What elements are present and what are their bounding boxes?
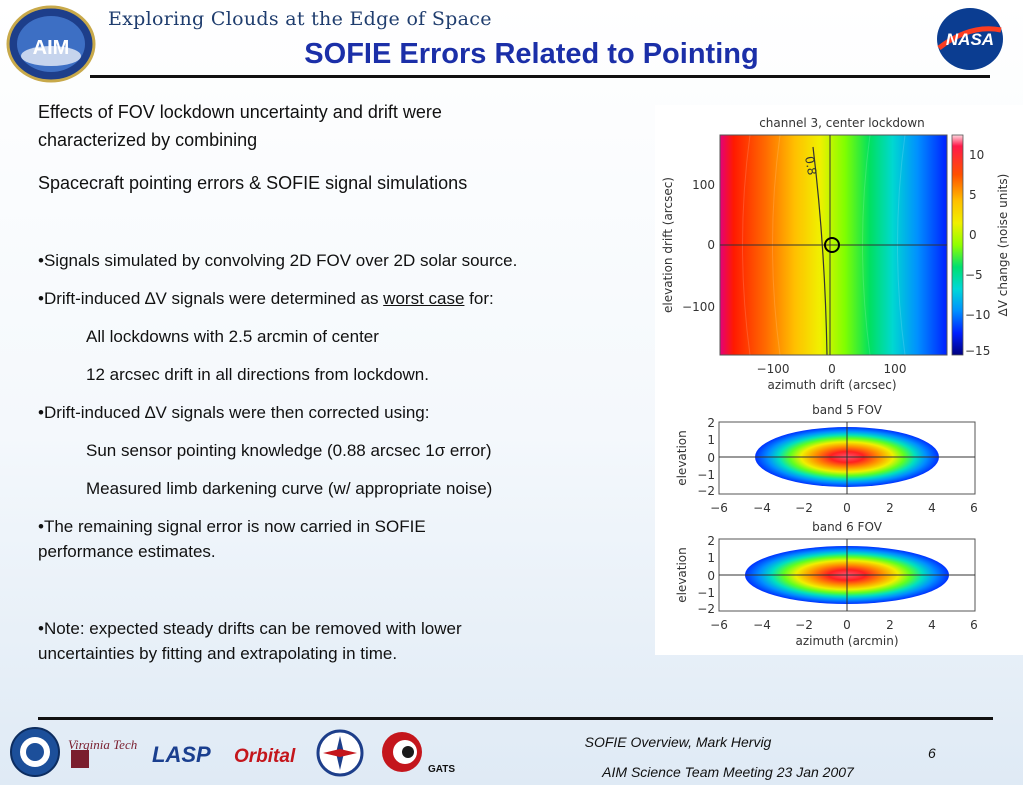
top-plot-title: channel 3, center lockdown	[759, 116, 925, 130]
band5-y-tick: 1	[707, 433, 715, 447]
footer-presenter: SOFIE Overview, Mark Hervig	[584, 734, 772, 750]
bullet-remaining-error-1: •The remaining signal error is now carri…	[38, 517, 426, 536]
band6-y-label: elevation	[675, 547, 689, 603]
top-y-label: elevation drift (arcsec)	[661, 177, 675, 313]
bullet-remaining-error-2: performance estimates.	[38, 542, 216, 561]
band5-x-tick: 6	[970, 501, 978, 515]
top-divider	[90, 75, 990, 78]
intro-line-3: Spacecraft pointing errors & SOFIE signa…	[38, 173, 468, 193]
page-title: SOFIE Errors Related to Pointing	[304, 38, 759, 70]
svg-text:Virginia Tech: Virginia Tech	[68, 738, 137, 752]
bottom-divider	[38, 717, 993, 720]
contour-label: 0.8	[802, 155, 819, 176]
gats-logo: GATS	[382, 732, 455, 775]
lockdown-marker	[824, 237, 840, 253]
band5-x-tick: −6	[710, 501, 728, 515]
svg-text:NASA: NASA	[946, 30, 994, 49]
band5-y-tick: 0	[707, 451, 715, 465]
aim-logo: AIM	[6, 4, 96, 84]
band5-x-tick: −2	[795, 501, 813, 515]
band5-x-tick: 2	[886, 501, 894, 515]
svg-text:LASP: LASP	[152, 742, 211, 766]
bullet-text: •Drift-induced ∆V signals were determine…	[38, 289, 384, 308]
svg-text:GATS: GATS	[428, 764, 455, 775]
bullet-drift-worst-case: •Drift-induced ∆V signals were determine…	[38, 288, 494, 310]
top-y-tick: −100	[682, 300, 715, 314]
band6-x-tick: −2	[795, 618, 813, 632]
band6-x-tick: 2	[886, 618, 894, 632]
sub-bullet-sun-sensor: Sun sensor pointing knowledge (0.88 arcs…	[86, 441, 492, 460]
band6-y-tick: −1	[697, 586, 715, 600]
band5-x-tick: −4	[753, 501, 771, 515]
bullet-signals: •Signals simulated by convolving 2D FOV …	[38, 251, 518, 270]
top-x-label: azimuth drift (arcsec)	[767, 378, 896, 392]
top-x-tick: −100	[757, 362, 790, 376]
band6-x-label: azimuth (arcmin)	[795, 634, 898, 648]
band5-y-tick: −2	[697, 484, 715, 498]
top-y-tick: 0	[707, 238, 715, 252]
band5-y-tick: −1	[697, 468, 715, 482]
page-number: 6	[928, 745, 936, 761]
sub-bullet-drift: 12 arcsec drift in all directions from l…	[86, 365, 429, 384]
colorbar-tick: 0	[969, 228, 977, 242]
mission-patch-logo	[316, 729, 364, 777]
colorbar-tick: −5	[965, 268, 983, 282]
band6-x-tick: −4	[753, 618, 771, 632]
band6-y-tick: 2	[707, 534, 715, 548]
virginia-tech-logo: Virginia Tech	[68, 738, 137, 768]
band6-x-tick: 6	[970, 618, 978, 632]
contour-line	[812, 146, 828, 356]
sub-bullet-lockdowns: All lockdowns with 2.5 arcmin of center	[86, 327, 379, 346]
band5-x-tick: 4	[928, 501, 936, 515]
colorbar-tick: 5	[969, 188, 977, 202]
band6-x-tick: −6	[710, 618, 728, 632]
top-y-tick: 100	[692, 178, 715, 192]
band6-y-tick: 1	[707, 551, 715, 565]
bullet-note-2: uncertainties by fitting and extrapolati…	[38, 644, 398, 663]
bullet-note-1: •Note: expected steady drifts can be rem…	[38, 619, 462, 638]
colorbar-tick: −15	[965, 344, 990, 358]
sub-bullet-limb-darkening: Measured limb darkening curve (w/ approp…	[86, 479, 493, 498]
band5-y-tick: 2	[707, 416, 715, 430]
footer-meeting: AIM Science Team Meeting 23 Jan 2007	[602, 764, 854, 780]
bullet-text: for:	[464, 289, 494, 308]
band6-x-tick: 0	[843, 618, 851, 632]
university-seal-logo	[10, 727, 60, 777]
figures-panel: channel 3, center lockdown 0.8 100 0 −10…	[655, 105, 1023, 655]
orbital-logo: Orbital	[234, 746, 296, 766]
top-x-tick: 100	[884, 362, 907, 376]
band5-title: band 5 FOV	[812, 403, 883, 417]
intro-line-1: Effects of FOV lockdown uncertainty and …	[38, 102, 442, 122]
intro-line-2: characterized by combining	[38, 130, 258, 150]
colorbar-tick: 10	[969, 148, 984, 162]
band5-y-label: elevation	[675, 430, 689, 486]
svg-text:AIM: AIM	[33, 37, 70, 59]
lasp-logo: LASP	[152, 742, 211, 766]
colorbar-tick: −10	[965, 308, 990, 322]
band5-x-tick: 0	[843, 501, 851, 515]
band6-y-tick: 0	[707, 569, 715, 583]
tagline: Exploring Clouds at the Edge of Space	[108, 8, 492, 30]
svg-text:Orbital: Orbital	[234, 746, 296, 766]
colorbar-label: ∆V change (noise units)	[996, 174, 1010, 318]
top-x-tick: 0	[828, 362, 836, 376]
worst-case-text: worst case	[383, 289, 465, 308]
band6-x-tick: 4	[928, 618, 936, 632]
band6-title: band 6 FOV	[812, 520, 883, 534]
nasa-logo: NASA	[935, 6, 1005, 72]
colorbar	[951, 134, 964, 356]
band6-y-tick: −2	[697, 602, 715, 616]
bullet-corrected: •Drift-induced ∆V signals were then corr…	[38, 403, 430, 422]
